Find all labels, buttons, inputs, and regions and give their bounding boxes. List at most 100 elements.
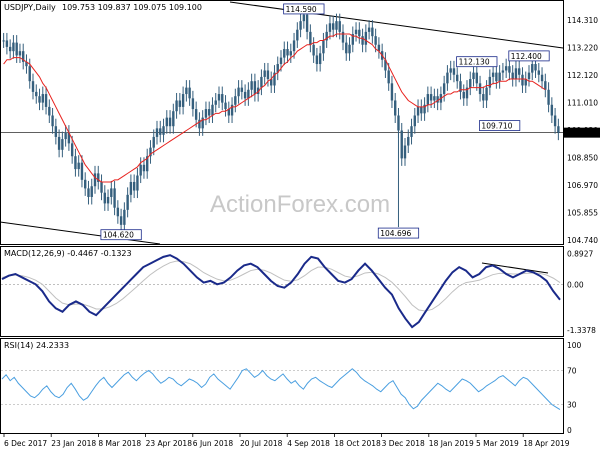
candle-body [397, 115, 400, 131]
candle-body [371, 27, 374, 37]
level-label-box [100, 229, 142, 241]
candle-body [442, 83, 446, 95]
macd-tick-label: 0.00 [567, 280, 584, 289]
candle-body [28, 66, 31, 82]
candle-body [77, 162, 80, 170]
candle-body [129, 181, 133, 195]
candle-body [341, 31, 345, 43]
rsi-tick-label: 100 [567, 341, 582, 350]
x-tick-label: 18 Oct 2018 [334, 439, 381, 448]
candle-body [553, 115, 557, 127]
candle-body [348, 44, 351, 54]
candle-body [361, 36, 364, 45]
candle-body [172, 111, 175, 127]
candle-body [469, 79, 472, 88]
candle-body [84, 179, 87, 189]
x-tick-label: 18 Apr 2019 [523, 439, 570, 448]
candle-body [159, 128, 162, 135]
candle-body [299, 21, 302, 30]
level-label: 104.696 [380, 229, 411, 238]
candle-body [332, 23, 335, 30]
candle-body [64, 132, 67, 140]
candle-body [351, 34, 354, 45]
candle-body [152, 136, 155, 148]
level-label: 104.620 [103, 231, 134, 240]
candle-body [240, 87, 244, 92]
candle-body [420, 106, 423, 114]
rsi-tick-label: 0 [567, 426, 572, 435]
candle-body [149, 147, 152, 157]
candle-body [234, 96, 237, 105]
candle-body [557, 126, 560, 133]
macd-tick-label: 0.8927 [567, 250, 593, 259]
price-tick-label: 112.120 [567, 71, 598, 80]
candle-body [155, 128, 159, 137]
price-tick-label: 113.220 [567, 44, 598, 53]
candle-body [25, 61, 28, 67]
candle-body [524, 79, 527, 86]
candle-body [456, 74, 459, 82]
candle-body [113, 188, 116, 208]
price-series: 114.590 112.130 112.400 109.710 104.620 104.6… [0, 3, 563, 241]
candle-body [289, 51, 292, 56]
candle-body [544, 81, 547, 90]
candle-body [44, 94, 48, 107]
last-price-badge [564, 127, 600, 138]
candle-body [142, 164, 146, 172]
candle-body [194, 109, 198, 120]
lower-trendline [0, 221, 161, 245]
candle-body [410, 126, 413, 137]
candle-body [243, 91, 247, 99]
candle-body [491, 72, 495, 77]
level-label: 112.130 [459, 58, 490, 67]
candle-body [80, 162, 84, 180]
price-tick-label: 105.855 [567, 209, 598, 218]
candle-body [514, 68, 518, 80]
candle-body [247, 89, 250, 99]
ohlc-header: 109.753 109.837 109.075 109.100 [62, 3, 202, 12]
candle-body [201, 117, 204, 129]
candle-body [208, 109, 211, 116]
axes: 104.740105.855106.970108.850109.930111.0… [3, 16, 600, 448]
candle-body [364, 31, 368, 45]
candle-body [478, 83, 482, 95]
x-tick-label: 23 Jan 2018 [51, 439, 96, 448]
chart-title: USDJPY,Daily [4, 3, 56, 12]
price-tick-label: 108.850 [567, 154, 598, 163]
candle-body [537, 70, 540, 75]
level-label-box [283, 3, 325, 15]
x-tick-label: 5 Mar 2019 [476, 439, 519, 448]
candle-body [126, 194, 129, 210]
candle-body [2, 40, 5, 42]
x-tick-label: 23 Apr 2018 [146, 439, 193, 448]
candle-body [394, 100, 397, 116]
candle-body [358, 29, 361, 37]
level-label-box [508, 50, 550, 62]
candle-body [318, 53, 322, 65]
rsi-panel [0, 338, 564, 434]
candle-body [106, 196, 110, 204]
candle-body [97, 173, 100, 182]
candle-body [132, 181, 136, 191]
rsi-line [1, 368, 561, 411]
candle-body [57, 136, 61, 150]
candle-body [178, 100, 182, 107]
macd-tick-label: -1.3378 [567, 326, 596, 335]
candle-body [204, 109, 208, 118]
candle-body [498, 72, 501, 82]
level-label: 114.590 [286, 5, 317, 14]
candle-body [315, 55, 319, 65]
candle-body [462, 91, 465, 99]
candle-body [87, 188, 90, 197]
candle-body [540, 74, 544, 82]
candle-body [296, 29, 299, 41]
price-tick-label: 111.010 [567, 99, 598, 108]
x-tick-label: 3 Dec 2018 [382, 439, 425, 448]
candle-body [70, 143, 74, 157]
candle-body [433, 96, 436, 101]
rsi-label: RSI(14) 24.2333 [4, 341, 69, 350]
candle-body [48, 106, 51, 116]
candle-body [8, 46, 12, 52]
x-tick-label: 8 Mar 2018 [98, 439, 141, 448]
candle-body [270, 79, 273, 86]
